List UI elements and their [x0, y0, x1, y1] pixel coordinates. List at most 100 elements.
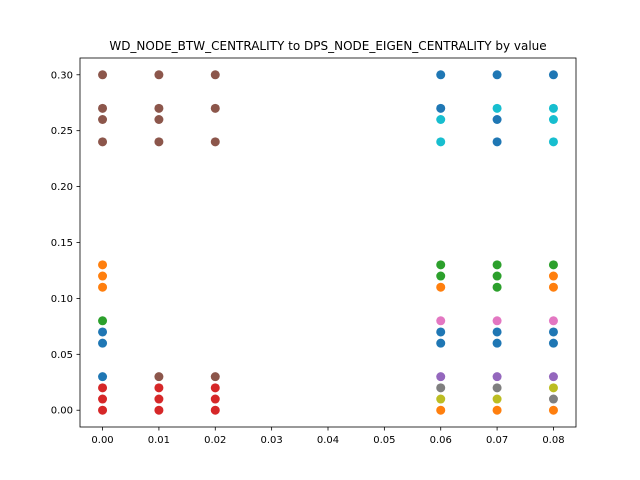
- series-1: [98, 260, 558, 415]
- y-tick-label: 0.20: [51, 182, 73, 193]
- data-point: [98, 394, 108, 404]
- x-tick-label: 0.00: [91, 435, 113, 446]
- data-point: [548, 383, 558, 393]
- y-tick-label: 0.15: [51, 238, 73, 249]
- data-point: [548, 372, 558, 382]
- series-7: [436, 383, 558, 404]
- data-point: [436, 70, 446, 80]
- data-point: [436, 137, 446, 147]
- data-point: [492, 327, 502, 337]
- points-layer: [98, 70, 558, 415]
- data-point: [436, 394, 446, 404]
- data-point: [98, 405, 108, 415]
- series-6: [436, 316, 558, 326]
- data-point: [154, 137, 164, 147]
- data-point: [436, 115, 446, 124]
- data-point: [210, 394, 220, 404]
- data-point: [210, 70, 220, 80]
- data-point: [492, 338, 502, 348]
- axes-layer: 0.00 0.01 0.02 0.03 0.04 0.05 0.06 0.07 0.08 0.00…: [51, 57, 577, 446]
- data-point: [492, 115, 502, 124]
- data-point: [98, 137, 108, 147]
- data-point: [154, 383, 164, 393]
- data-point: [548, 394, 558, 404]
- y-tick-label: 0.30: [51, 70, 73, 81]
- x-tick-label: 0.04: [317, 435, 339, 446]
- x-tick-label: 0.06: [430, 435, 452, 446]
- data-point: [154, 103, 164, 113]
- data-point: [154, 372, 164, 382]
- data-point: [436, 103, 446, 113]
- data-point: [98, 383, 108, 393]
- series-2: [98, 260, 558, 326]
- data-point: [98, 260, 108, 270]
- data-point: [492, 260, 502, 270]
- data-point: [436, 260, 446, 270]
- data-point: [98, 282, 108, 292]
- data-point: [492, 383, 502, 393]
- y-tick-label: 0.00: [51, 406, 73, 417]
- data-point: [548, 282, 558, 292]
- data-point: [436, 316, 446, 326]
- data-point: [436, 383, 446, 393]
- data-point: [548, 405, 558, 415]
- data-point: [548, 327, 558, 337]
- x-tick-label: 0.01: [148, 435, 170, 446]
- data-point: [492, 372, 502, 382]
- data-point: [210, 137, 220, 147]
- data-point: [436, 282, 446, 292]
- data-point: [492, 103, 502, 113]
- data-point: [154, 70, 164, 80]
- series-8: [436, 383, 558, 404]
- data-point: [492, 70, 502, 80]
- y-tick-label: 0.10: [51, 294, 73, 305]
- data-point: [492, 316, 502, 326]
- data-point: [548, 137, 558, 147]
- data-point: [436, 271, 446, 281]
- series-4: [436, 372, 558, 382]
- chart-title: WD_NODE_BTW_CENTRALITY to DPS_NODE_EIGEN…: [109, 39, 546, 53]
- series-5: [98, 70, 220, 382]
- x-tick-label: 0.05: [373, 435, 395, 446]
- x-tick-label: 0.07: [486, 435, 508, 446]
- data-point: [98, 103, 108, 113]
- data-point: [154, 115, 164, 124]
- x-tick-label: 0.03: [261, 435, 283, 446]
- data-point: [492, 405, 502, 415]
- data-point: [436, 372, 446, 382]
- data-point: [548, 271, 558, 281]
- data-point: [98, 70, 108, 80]
- y-tick-label: 0.05: [51, 350, 73, 361]
- data-point: [548, 115, 558, 124]
- data-point: [98, 327, 108, 337]
- series-0: [98, 70, 558, 382]
- data-point: [210, 405, 220, 415]
- data-point: [210, 103, 220, 113]
- data-point: [548, 260, 558, 270]
- data-point: [548, 338, 558, 348]
- data-point: [548, 70, 558, 80]
- data-point: [154, 405, 164, 415]
- data-point: [492, 282, 502, 292]
- data-point: [98, 338, 108, 348]
- data-point: [548, 103, 558, 113]
- data-point: [98, 115, 108, 124]
- data-point: [210, 372, 220, 382]
- data-point: [492, 137, 502, 147]
- data-point: [492, 271, 502, 281]
- data-point: [98, 372, 108, 382]
- data-point: [436, 327, 446, 337]
- data-point: [436, 405, 446, 415]
- data-point: [492, 394, 502, 404]
- data-point: [548, 316, 558, 326]
- data-point: [436, 338, 446, 348]
- data-point: [210, 383, 220, 393]
- x-tick-label: 0.02: [204, 435, 226, 446]
- x-tick-label: 0.08: [542, 435, 564, 446]
- series-9: [436, 103, 558, 147]
- series-3: [98, 383, 220, 415]
- data-point: [98, 271, 108, 281]
- y-tick-label: 0.25: [51, 126, 73, 137]
